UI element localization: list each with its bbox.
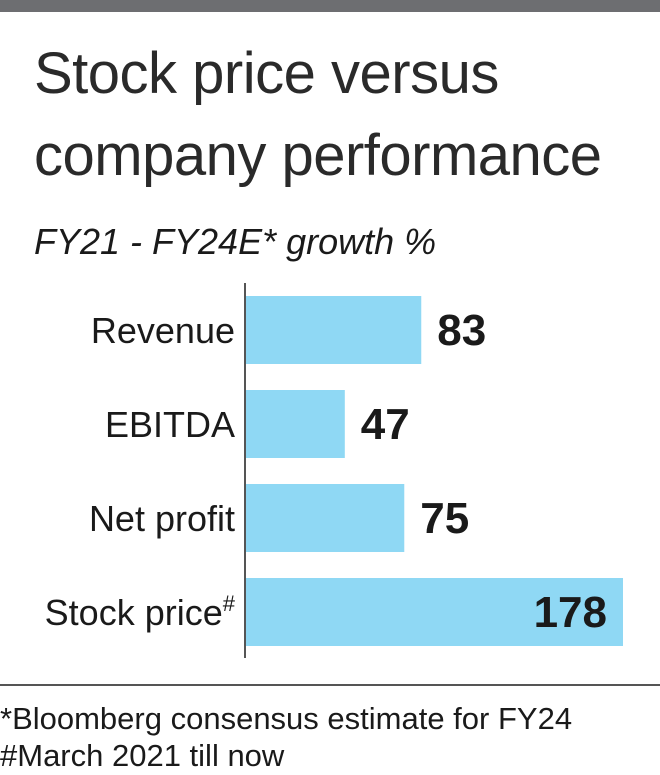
footnote-stock-period: #March 2021 till now <box>0 738 285 773</box>
chart-title-line-2: company performance <box>34 123 602 188</box>
value-label-revenue: 83 <box>437 306 486 355</box>
bar-net-profit <box>245 484 405 552</box>
chart-subtitle: FY21 - FY24E* growth % <box>34 221 437 262</box>
footnote-estimate: *Bloomberg consensus estimate for FY24 <box>0 701 573 736</box>
bar-revenue <box>245 296 422 364</box>
bar-stock-price <box>245 578 623 646</box>
top-rule <box>0 0 660 12</box>
chart-title-line-1: Stock price versus <box>34 41 499 106</box>
category-label-revenue: Revenue <box>91 310 235 351</box>
footnote-divider <box>0 684 660 686</box>
category-label-ebitda: EBITDA <box>105 404 235 445</box>
value-label-ebitda: 47 <box>361 400 410 449</box>
category-label-stock-price: Stock price# <box>45 591 236 633</box>
bar-chart: Revenue 83 EBITDA 47 Net profit 75 Stock price… <box>45 283 623 658</box>
bar-ebitda <box>245 390 345 458</box>
category-label-net-profit: Net profit <box>89 498 235 539</box>
value-label-stock-price: 178 <box>534 588 607 637</box>
value-label-net-profit: 75 <box>420 494 469 543</box>
